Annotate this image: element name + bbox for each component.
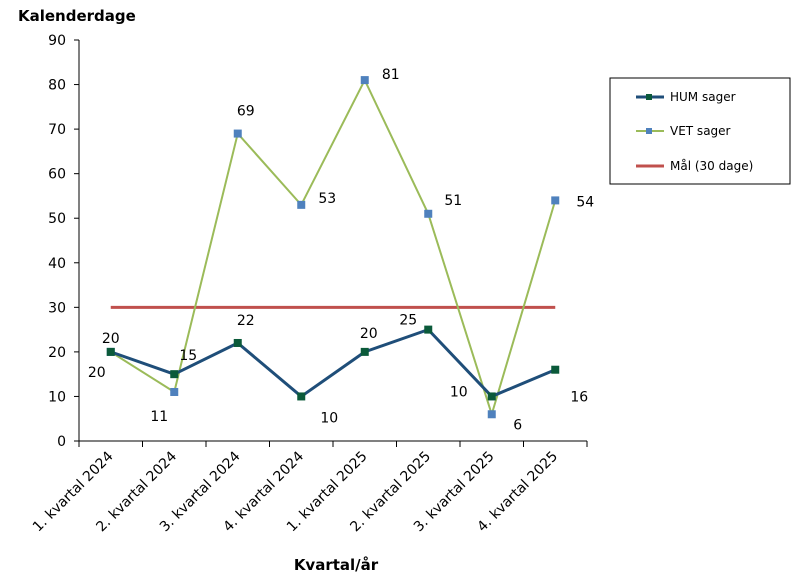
series-0-point bbox=[360, 347, 369, 356]
series-1-point bbox=[424, 209, 433, 218]
series-0-point bbox=[233, 338, 242, 347]
data-label-series-0: 20 bbox=[360, 326, 378, 342]
data-label-series-1: 54 bbox=[576, 194, 594, 210]
series-line-0 bbox=[110, 328, 556, 398]
data-label-series-0: 20 bbox=[102, 331, 120, 347]
y-tick-label: 20 bbox=[48, 345, 66, 361]
y-tick-label: 60 bbox=[48, 167, 66, 183]
data-label-series-1: 20 bbox=[88, 365, 106, 381]
data-label-series-1: 69 bbox=[237, 104, 255, 120]
series-0-point bbox=[106, 347, 115, 356]
data-label-series-1: 6 bbox=[513, 417, 522, 433]
legend-label: Mål (30 dage) bbox=[670, 159, 753, 173]
series-layer bbox=[106, 76, 560, 419]
y-tick-label: 0 bbox=[57, 434, 66, 450]
data-label-series-0: 16 bbox=[570, 390, 588, 406]
data-labels: 20 15 22 10 20 25 10 16 20 11 69 53 81 51 6 54 bbox=[88, 67, 594, 433]
series-1-point bbox=[487, 410, 496, 419]
data-label-series-1: 11 bbox=[150, 409, 168, 425]
data-label-series-0: 25 bbox=[399, 313, 417, 329]
series-1-point bbox=[551, 196, 560, 205]
data-label-series-1: 51 bbox=[444, 193, 462, 209]
legend-swatch-marker bbox=[646, 128, 652, 134]
series-0-point bbox=[297, 392, 306, 401]
data-label-series-0: 15 bbox=[179, 348, 197, 364]
series-0-point bbox=[551, 365, 560, 374]
legend: HUM sager VET sager Mål (30 dage) bbox=[609, 77, 791, 185]
series-0-point bbox=[424, 325, 433, 334]
data-label-series-1: 53 bbox=[318, 191, 336, 207]
y-tick-label: 70 bbox=[48, 122, 66, 138]
y-tick-label: 10 bbox=[48, 389, 66, 405]
y-tick-label: 50 bbox=[48, 211, 66, 227]
y-tick-label: 40 bbox=[48, 256, 66, 272]
series-line-1 bbox=[110, 79, 557, 416]
series-1-point bbox=[297, 200, 306, 209]
series-1-point bbox=[170, 387, 179, 396]
y-axis-ticks: 0 10 20 30 40 50 60 70 80 90 bbox=[48, 33, 79, 450]
legend-label: VET sager bbox=[670, 124, 731, 138]
y-tick-label: 90 bbox=[48, 33, 66, 49]
data-label-series-1: 81 bbox=[382, 67, 400, 83]
legend-label: HUM sager bbox=[670, 90, 736, 104]
data-label-series-0: 10 bbox=[320, 410, 338, 426]
series-1-point bbox=[233, 129, 242, 138]
legend-swatch-marker bbox=[646, 94, 652, 100]
data-label-series-0: 22 bbox=[237, 313, 255, 329]
data-label-series-0: 10 bbox=[450, 384, 468, 400]
y-axis-title: Kalenderdage bbox=[18, 7, 136, 25]
y-tick-label: 80 bbox=[48, 78, 66, 94]
series-0-point bbox=[170, 370, 179, 379]
series-0-point bbox=[487, 392, 496, 401]
x-axis-title: Kvartal/år bbox=[294, 556, 379, 574]
series-1-point bbox=[360, 76, 369, 85]
y-tick-label: 30 bbox=[48, 300, 66, 316]
